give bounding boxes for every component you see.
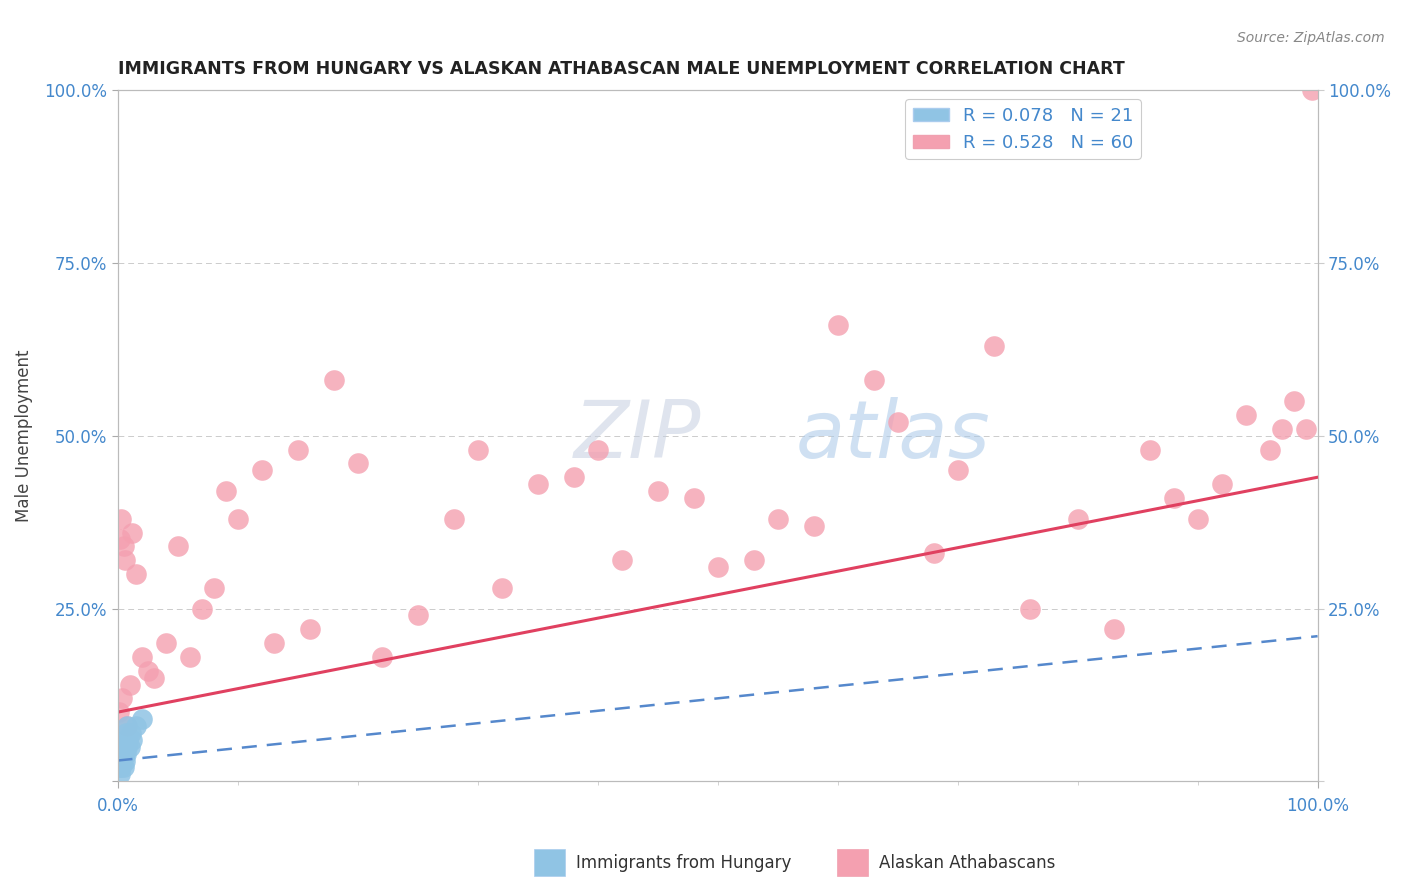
Point — [467, 442, 489, 457]
Point — [322, 374, 344, 388]
Point — [346, 457, 368, 471]
Point — [226, 511, 249, 525]
Point — [111, 739, 134, 754]
Point — [1211, 477, 1233, 491]
Point — [118, 739, 141, 754]
Point — [682, 491, 704, 505]
Point — [121, 525, 143, 540]
Point — [1295, 422, 1317, 436]
Text: Immigrants from Hungary: Immigrants from Hungary — [576, 854, 792, 871]
Point — [115, 739, 138, 754]
Point — [250, 463, 273, 477]
Point — [586, 442, 609, 457]
Point — [110, 511, 132, 525]
Point — [114, 553, 136, 567]
Point — [1066, 511, 1088, 525]
Point — [121, 732, 143, 747]
Point — [706, 560, 728, 574]
Point — [526, 477, 548, 491]
Point — [190, 601, 212, 615]
Point — [1271, 422, 1294, 436]
Point — [136, 664, 159, 678]
Point — [862, 374, 884, 388]
Legend: R = 0.078   N = 21, R = 0.528   N = 60: R = 0.078 N = 21, R = 0.528 N = 60 — [905, 99, 1140, 159]
Point — [115, 719, 138, 733]
Point — [1234, 408, 1257, 422]
Point — [155, 636, 177, 650]
Point — [114, 732, 136, 747]
Point — [647, 484, 669, 499]
Point — [108, 754, 131, 768]
Point — [370, 649, 392, 664]
Point — [742, 553, 765, 567]
Point — [111, 754, 134, 768]
Text: IMMIGRANTS FROM HUNGARY VS ALASKAN ATHABASCAN MALE UNEMPLOYMENT CORRELATION CHAR: IMMIGRANTS FROM HUNGARY VS ALASKAN ATHAB… — [118, 60, 1125, 78]
Point — [108, 767, 131, 781]
Point — [107, 760, 129, 774]
Point — [562, 470, 585, 484]
Point — [1018, 601, 1040, 615]
Point — [131, 712, 153, 726]
Point — [214, 484, 236, 499]
Point — [1282, 394, 1305, 409]
Point — [166, 539, 188, 553]
Point — [111, 691, 134, 706]
Point — [827, 318, 849, 333]
Y-axis label: Male Unemployment: Male Unemployment — [15, 350, 32, 522]
Point — [1301, 83, 1323, 97]
Point — [108, 533, 131, 547]
Point — [610, 553, 633, 567]
Text: Source: ZipAtlas.com: Source: ZipAtlas.com — [1237, 31, 1385, 45]
Point — [1187, 511, 1209, 525]
Point — [112, 760, 135, 774]
Point — [1163, 491, 1185, 505]
Point — [112, 539, 135, 553]
Point — [124, 719, 146, 733]
Point — [120, 726, 142, 740]
Point — [1258, 442, 1281, 457]
Point — [114, 754, 136, 768]
Point — [1139, 442, 1161, 457]
Point — [118, 677, 141, 691]
Text: ZIP: ZIP — [574, 397, 702, 475]
Point — [983, 339, 1005, 353]
Point — [803, 518, 825, 533]
Point — [110, 760, 132, 774]
Point — [115, 719, 138, 733]
Point — [287, 442, 309, 457]
Point — [491, 581, 513, 595]
Point — [110, 747, 132, 761]
Point — [202, 581, 225, 595]
Point — [112, 747, 135, 761]
Point — [117, 732, 139, 747]
Point — [107, 705, 129, 719]
Point — [115, 726, 138, 740]
Point — [179, 649, 201, 664]
Point — [131, 649, 153, 664]
Point — [922, 546, 945, 560]
Point — [142, 671, 165, 685]
Point — [115, 747, 138, 761]
Text: atlas: atlas — [796, 397, 990, 475]
Point — [886, 415, 908, 429]
Point — [443, 511, 465, 525]
Point — [263, 636, 285, 650]
Point — [124, 566, 146, 581]
Point — [406, 608, 429, 623]
Point — [946, 463, 969, 477]
Text: Alaskan Athabascans: Alaskan Athabascans — [879, 854, 1054, 871]
Point — [766, 511, 789, 525]
Point — [1102, 622, 1125, 636]
Point — [298, 622, 321, 636]
